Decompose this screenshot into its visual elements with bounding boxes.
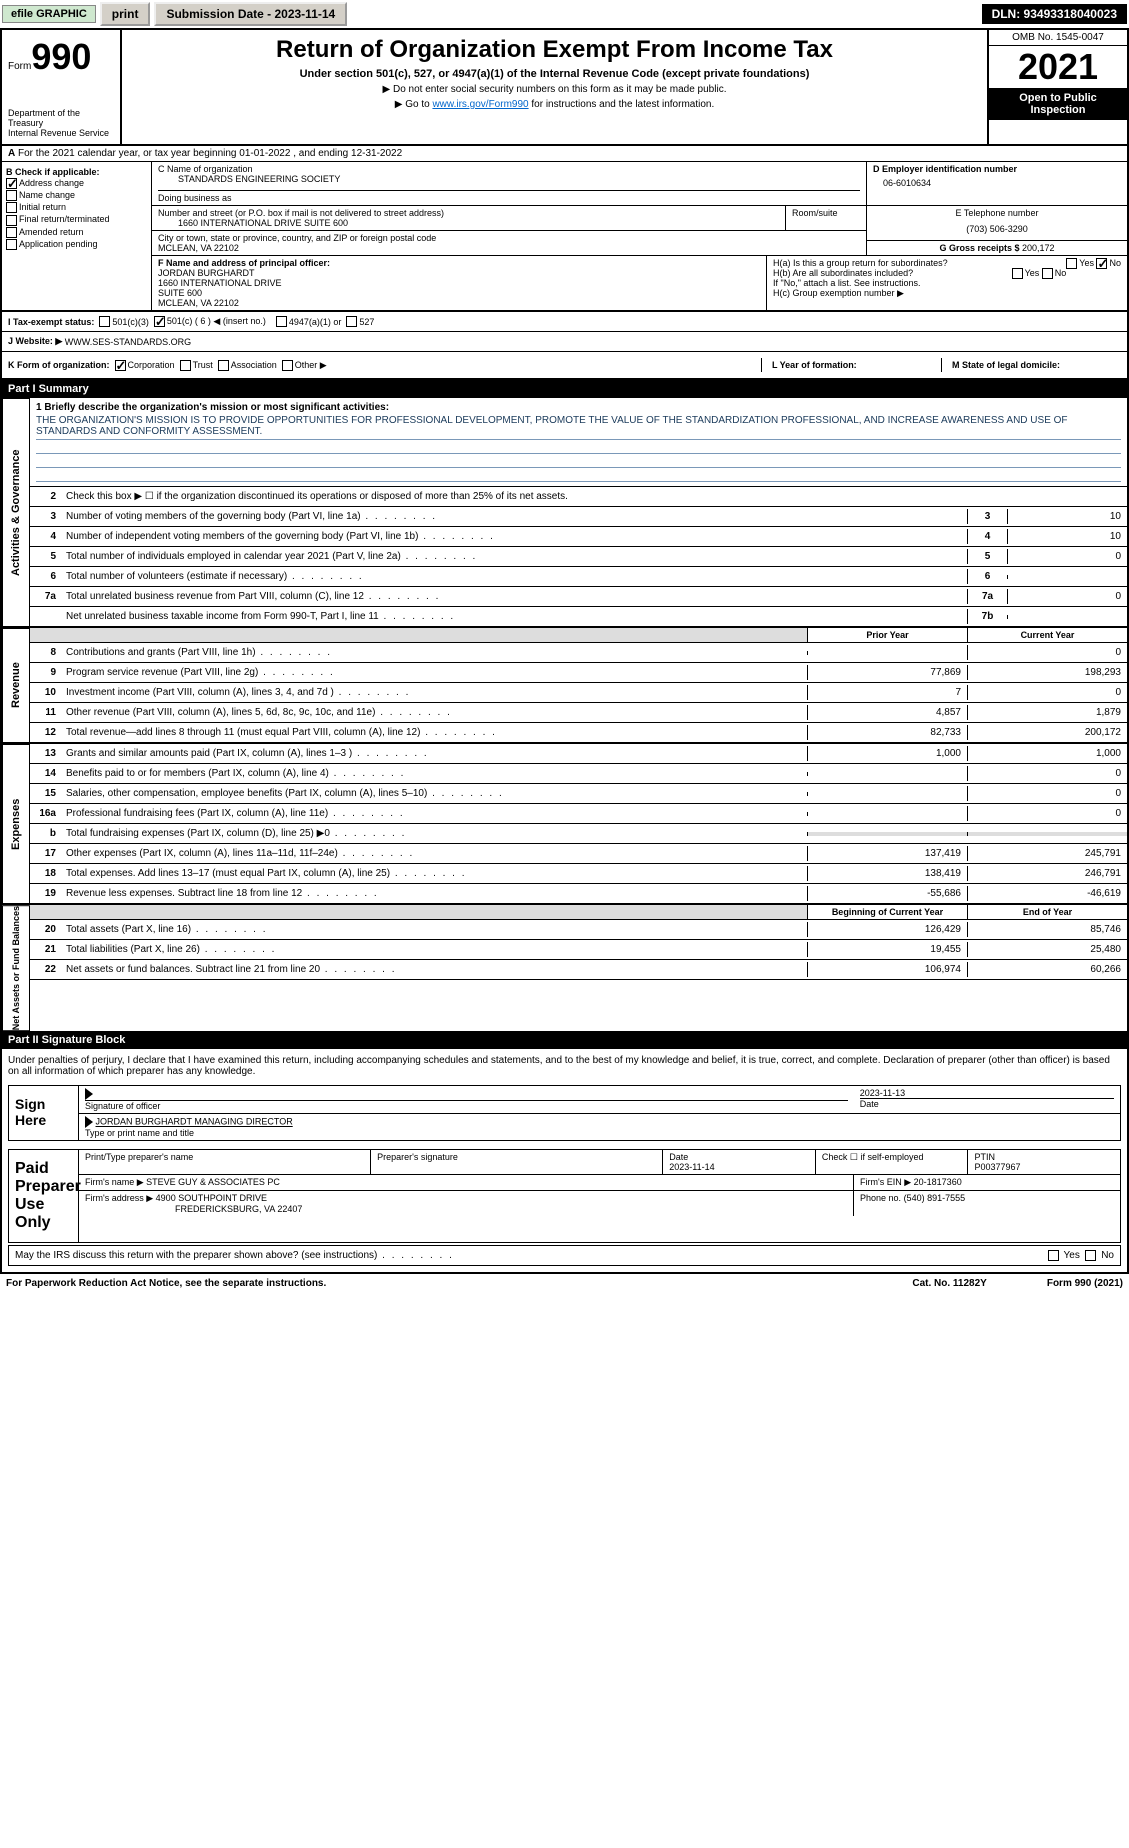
signature-date: 2023-11-13	[860, 1088, 905, 1098]
print-button[interactable]: print	[100, 2, 151, 26]
vert-activities-gov: Activities & Governance	[2, 398, 30, 627]
addr-change-checkbox[interactable]	[6, 178, 17, 189]
final-checkbox[interactable]	[6, 215, 17, 226]
line-a: A For the 2021 calendar year, or tax yea…	[2, 146, 1127, 162]
name-change-checkbox[interactable]	[6, 190, 17, 201]
financial-row: 18Total expenses. Add lines 13–17 (must …	[30, 864, 1127, 884]
sign-here-label: Sign Here	[9, 1086, 79, 1140]
financial-row: 9Program service revenue (Part VIII, lin…	[30, 663, 1127, 683]
irs-link[interactable]: www.irs.gov/Form990	[432, 99, 528, 110]
arrow-icon	[85, 1116, 93, 1128]
financial-row: 21Total liabilities (Part X, line 26)19,…	[30, 940, 1127, 960]
financial-row: 14Benefits paid to or for members (Part …	[30, 764, 1127, 784]
year-cell: OMB No. 1545-0047 2021 Open to Public In…	[987, 30, 1127, 144]
financial-row: 20Total assets (Part X, line 16)126,4298…	[30, 920, 1127, 940]
form-number-cell: Form990 Department of the Treasury Inter…	[2, 30, 122, 144]
officer-typed-name: JORDAN BURGHARDT MANAGING DIRECTOR	[96, 1117, 293, 1127]
part2-header: Part II Signature Block	[2, 1031, 1127, 1049]
pending-checkbox[interactable]	[6, 239, 17, 250]
summary-row: 4Number of independent voting members of…	[30, 527, 1127, 547]
officer-name: JORDAN BURGHARDT	[158, 268, 760, 278]
form-990: Form990 Department of the Treasury Inter…	[0, 28, 1129, 1274]
arrow-icon	[85, 1088, 93, 1100]
header-bar: efile GRAPHIC print Submission Date - 20…	[0, 0, 1129, 28]
ein: 06-6010634	[873, 178, 1121, 188]
vert-expenses: Expenses	[2, 744, 30, 904]
firm-name: STEVE GUY & ASSOCIATES PC	[146, 1177, 280, 1187]
part1-header: Part I Summary	[2, 380, 1127, 398]
financial-row: 22Net assets or fund balances. Subtract …	[30, 960, 1127, 980]
financial-row: 16aProfessional fundraising fees (Part I…	[30, 804, 1127, 824]
ptin: P00377967	[974, 1162, 1020, 1172]
line-j: J Website: ▶ WWW.SES-STANDARDS.ORG	[2, 332, 1127, 352]
firm-ein: 20-1817360	[914, 1177, 962, 1187]
efile-label: efile GRAPHIC	[2, 5, 96, 23]
section-b: B Check if applicable: Address change Na…	[2, 162, 152, 310]
financial-row: 19Revenue less expenses. Subtract line 1…	[30, 884, 1127, 904]
submission-date-button[interactable]: Submission Date - 2023-11-14	[154, 2, 347, 26]
dln-label: DLN: 93493318040023	[982, 4, 1127, 24]
financial-row: 11Other revenue (Part VIII, column (A), …	[30, 703, 1127, 723]
summary-row: 5Total number of individuals employed in…	[30, 547, 1127, 567]
line-i: I Tax-exempt status: 501(c)(3) 501(c) ( …	[2, 312, 1127, 332]
amended-checkbox[interactable]	[6, 227, 17, 238]
financial-row: 10Investment income (Part VIII, column (…	[30, 683, 1127, 703]
vert-revenue: Revenue	[2, 628, 30, 743]
firm-address: 4900 SOUTHPOINT DRIVE	[156, 1193, 267, 1203]
summary-row: Net unrelated business taxable income fr…	[30, 607, 1127, 627]
website: WWW.SES-STANDARDS.ORG	[65, 337, 191, 347]
title-cell: Return of Organization Exempt From Incom…	[122, 30, 987, 144]
footer: For Paperwork Reduction Act Notice, see …	[0, 1274, 1129, 1293]
summary-row: 6Total number of volunteers (estimate if…	[30, 567, 1127, 587]
mission-text: THE ORGANIZATION'S MISSION IS TO PROVIDE…	[36, 413, 1121, 440]
paid-preparer-label: Paid Preparer Use Only	[9, 1150, 79, 1242]
financial-row: 17Other expenses (Part IX, column (A), l…	[30, 844, 1127, 864]
declaration-text: Under penalties of perjury, I declare th…	[8, 1055, 1121, 1077]
telephone: (703) 506-3290	[873, 224, 1121, 234]
summary-row: 7aTotal unrelated business revenue from …	[30, 587, 1127, 607]
financial-row: 15Salaries, other compensation, employee…	[30, 784, 1127, 804]
initial-checkbox[interactable]	[6, 202, 17, 213]
summary-row: 3Number of voting members of the governi…	[30, 507, 1127, 527]
financial-row: bTotal fundraising expenses (Part IX, co…	[30, 824, 1127, 844]
street-address: 1660 INTERNATIONAL DRIVE SUITE 600	[158, 218, 779, 228]
org-name: STANDARDS ENGINEERING SOCIETY	[158, 174, 860, 184]
city-state-zip: MCLEAN, VA 22102	[158, 243, 860, 253]
financial-row: 12Total revenue—add lines 8 through 11 (…	[30, 723, 1127, 743]
firm-phone: (540) 891-7555	[904, 1193, 966, 1203]
vert-netassets: Net Assets or Fund Balances	[2, 905, 30, 1031]
financial-row: 8Contributions and grants (Part VIII, li…	[30, 643, 1127, 663]
line-k: K Form of organization: Corporation Trus…	[2, 352, 1127, 380]
financial-row: 13Grants and similar amounts paid (Part …	[30, 744, 1127, 764]
preparer-date: 2023-11-14	[669, 1162, 714, 1172]
gross-receipts: 200,172	[1022, 243, 1055, 253]
